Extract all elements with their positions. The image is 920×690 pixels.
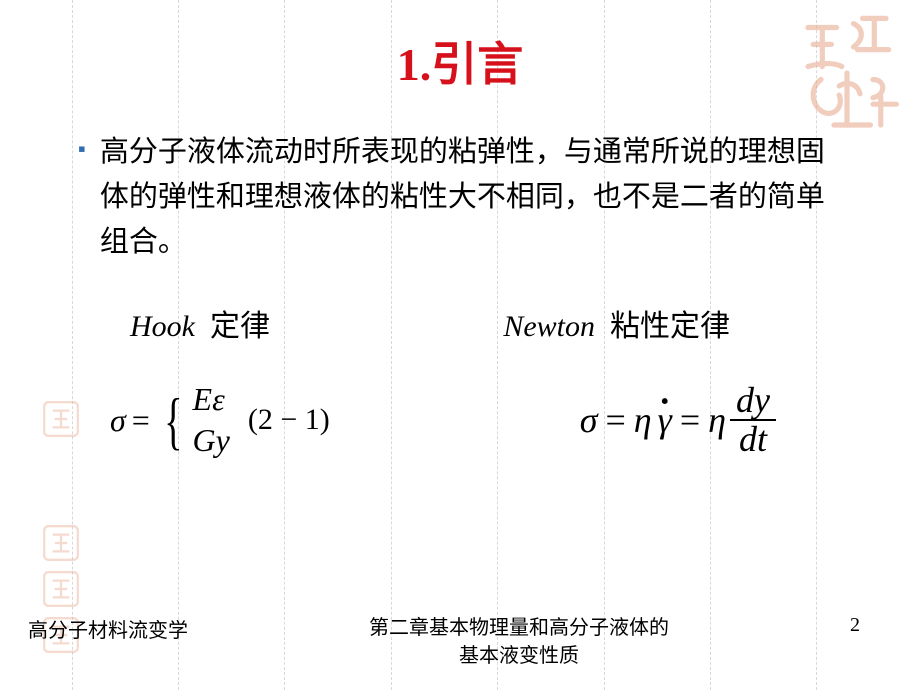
bullet-icon: ▪: [78, 136, 86, 162]
equation-hook: σ = { Eε Gy (2 − 1): [110, 379, 330, 462]
hook-cn: 定律: [210, 310, 270, 343]
fraction-denominator: dt: [733, 421, 773, 459]
slide-content: 1.引言 ▪ 高分子液体流动时所表现的粘弹性，与通常所说的理想固体的弹性和理想液…: [0, 0, 920, 690]
slide-title: 1.引言: [70, 28, 850, 94]
law-labels-row: Hook 定律 Newton 粘性定律: [130, 301, 790, 345]
equals-symbol: =: [680, 399, 700, 441]
sigma-symbol: σ: [580, 399, 598, 441]
eta-symbol: η: [708, 399, 726, 441]
footer-center-line1: 第二章基本物理量和高分子液体的: [369, 614, 669, 642]
eta-symbol: η: [634, 399, 652, 441]
newton-cn: 粘性定律: [610, 310, 730, 343]
case-2: Gy: [193, 420, 230, 462]
fraction: dy dt: [730, 382, 776, 460]
equations-row: σ = { Eε Gy (2 − 1) σ = η γ = η dy dt: [110, 379, 820, 462]
equals-symbol: =: [132, 402, 150, 439]
bullet-item: ▪ 高分子液体流动时所表现的粘弹性，与通常所说的理想固体的弹性和理想液体的粘性大…: [78, 130, 850, 265]
fraction-numerator: dy: [730, 382, 776, 422]
slide-footer: 高分子材料流变学 第二章基本物理量和高分子液体的 基本液变性质 2: [0, 614, 920, 670]
equation-newton: σ = η γ = η dy dt: [580, 382, 780, 460]
footer-center-line2: 基本液变性质: [369, 642, 669, 670]
footer-left: 高分子材料流变学: [28, 614, 188, 643]
hook-law-label: Hook 定律: [130, 301, 270, 345]
case-1: Eε: [193, 379, 230, 421]
equals-symbol: =: [605, 399, 625, 441]
body-text: 高分子液体流动时所表现的粘弹性，与通常所说的理想固体的弹性和理想液体的粘性大不相…: [100, 130, 850, 265]
sigma-symbol: σ: [110, 402, 126, 439]
page-number: 2: [850, 614, 860, 637]
left-brace: {: [164, 392, 182, 450]
equation-number: (2 − 1): [248, 403, 330, 437]
gamma-dot-symbol: γ: [658, 399, 672, 441]
newton-italic: Newton: [503, 310, 595, 343]
hook-italic: Hook: [130, 310, 195, 343]
footer-center: 第二章基本物理量和高分子液体的 基本液变性质: [369, 614, 669, 670]
newton-law-label: Newton 粘性定律: [503, 301, 730, 345]
